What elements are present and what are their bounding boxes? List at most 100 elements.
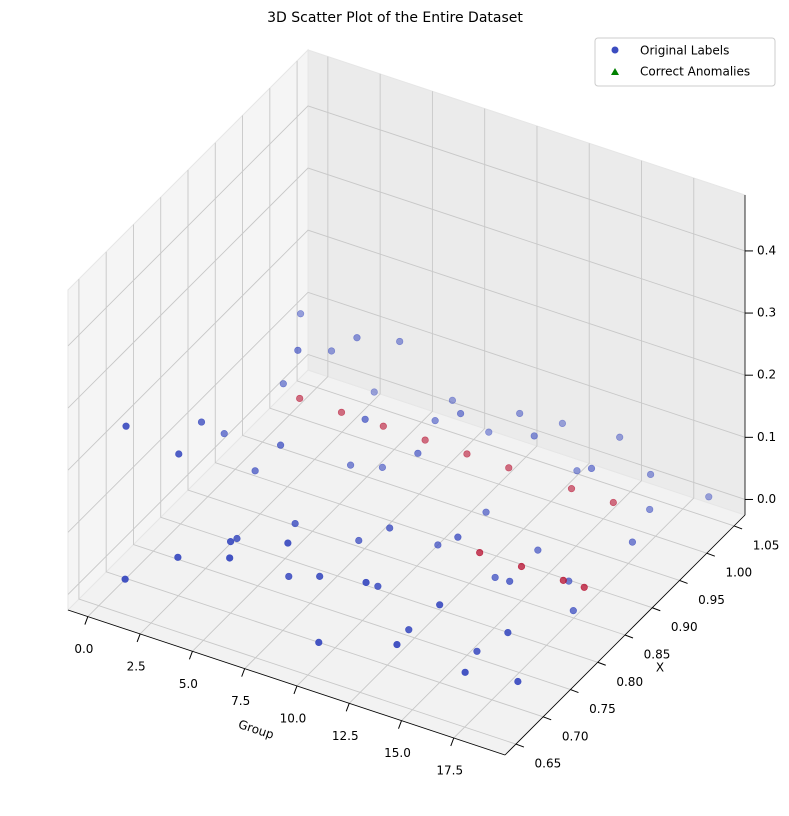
grid-line xyxy=(139,73,381,635)
tick-mark xyxy=(345,703,350,712)
tick-mark xyxy=(679,579,688,584)
marks xyxy=(121,310,713,686)
y-axis-line xyxy=(504,514,746,756)
tick-mark xyxy=(597,661,606,666)
legend-label: Correct Anomalies xyxy=(640,65,750,79)
data-point xyxy=(279,380,287,388)
data-point xyxy=(448,396,457,404)
data-point xyxy=(251,467,259,475)
data-point xyxy=(476,549,484,557)
x-tick-label: 7.5 xyxy=(231,694,250,708)
grid-line xyxy=(296,60,735,527)
grid-line xyxy=(269,88,707,554)
grid-line xyxy=(67,291,746,533)
data-point xyxy=(421,436,429,444)
data-point xyxy=(505,464,513,472)
data-point xyxy=(291,519,299,528)
data-point xyxy=(370,388,378,396)
data-point xyxy=(558,419,567,427)
data-point xyxy=(587,464,596,473)
grid-line xyxy=(214,142,653,609)
data-point xyxy=(276,441,285,449)
tick-mark xyxy=(188,651,193,660)
tick-mark xyxy=(293,685,298,695)
data-point xyxy=(174,553,182,561)
tick-mark xyxy=(84,616,89,625)
data-point xyxy=(567,485,576,493)
legend-marker xyxy=(611,46,619,54)
y-tick-label: 0.65 xyxy=(535,757,562,771)
tick-mark xyxy=(398,720,402,729)
grid-line xyxy=(133,224,571,690)
tick-mark xyxy=(515,743,525,748)
x-tick-label: 15.0 xyxy=(384,746,411,760)
y-tick-label: 0.95 xyxy=(698,593,725,607)
z-tick-label: 0.2 xyxy=(757,368,776,382)
data-point xyxy=(705,493,713,501)
data-point xyxy=(514,677,522,686)
data-point xyxy=(609,498,617,507)
z-tick-label: 0.4 xyxy=(757,243,776,257)
grid-line xyxy=(160,197,598,663)
data-point xyxy=(463,450,471,458)
data-point xyxy=(569,607,577,615)
x-tick-label: 17.5 xyxy=(436,764,463,778)
data-point xyxy=(473,647,481,655)
data-point xyxy=(530,432,538,440)
data-point xyxy=(456,409,465,418)
grid-line xyxy=(296,125,538,687)
data-point xyxy=(361,415,369,423)
data-point xyxy=(233,534,241,543)
x-tick-label: 10.0 xyxy=(280,711,307,725)
z-tick-label: 0.1 xyxy=(757,430,776,444)
tick-mark xyxy=(570,689,579,694)
data-point xyxy=(121,575,129,583)
grid-line xyxy=(187,170,626,636)
tick-mark xyxy=(706,552,715,557)
data-point xyxy=(226,538,235,546)
legend-box xyxy=(594,37,776,87)
x-tick-label: 2.5 xyxy=(127,659,146,673)
tick-mark xyxy=(241,668,246,677)
data-point xyxy=(482,508,490,516)
x-tick-label: 5.0 xyxy=(179,677,198,691)
grid-line xyxy=(87,56,329,617)
data-point xyxy=(386,524,394,532)
tick-mark xyxy=(624,634,634,639)
data-point xyxy=(431,417,439,425)
legend-marker xyxy=(611,68,619,75)
data-point xyxy=(504,628,512,637)
data-point xyxy=(580,583,588,591)
data-point xyxy=(226,554,234,562)
legend: Original Labels Correct Anomalies xyxy=(594,37,776,87)
grid-line xyxy=(244,108,486,669)
x-tick-label: 12.5 xyxy=(332,729,359,743)
data-point xyxy=(327,347,336,355)
data-point xyxy=(284,539,292,547)
grid-line xyxy=(78,279,517,745)
data-point xyxy=(646,505,654,514)
data-point xyxy=(175,450,183,458)
x-axis-label: Group xyxy=(237,717,276,742)
data-point xyxy=(346,461,355,469)
grid-line xyxy=(401,160,642,721)
data-point xyxy=(405,626,413,634)
data-point xyxy=(506,577,514,585)
y-tick-label: 0.70 xyxy=(562,729,589,743)
data-point xyxy=(628,538,637,546)
chart-title: 3D Scatter Plot of the Entire Dataset xyxy=(267,10,523,26)
data-point xyxy=(296,310,305,318)
grid-line xyxy=(242,115,680,581)
data-point xyxy=(337,408,346,416)
data-point xyxy=(646,470,655,479)
data-point xyxy=(379,422,387,430)
data-point xyxy=(374,582,382,590)
data-point xyxy=(517,562,526,571)
y-tick-label: 0.85 xyxy=(644,648,671,662)
data-point xyxy=(197,418,206,426)
data-point xyxy=(315,638,323,647)
y-axis-label: X xyxy=(656,661,664,675)
grid-line xyxy=(348,143,590,704)
data-point xyxy=(122,422,130,430)
grid-line xyxy=(67,353,746,595)
